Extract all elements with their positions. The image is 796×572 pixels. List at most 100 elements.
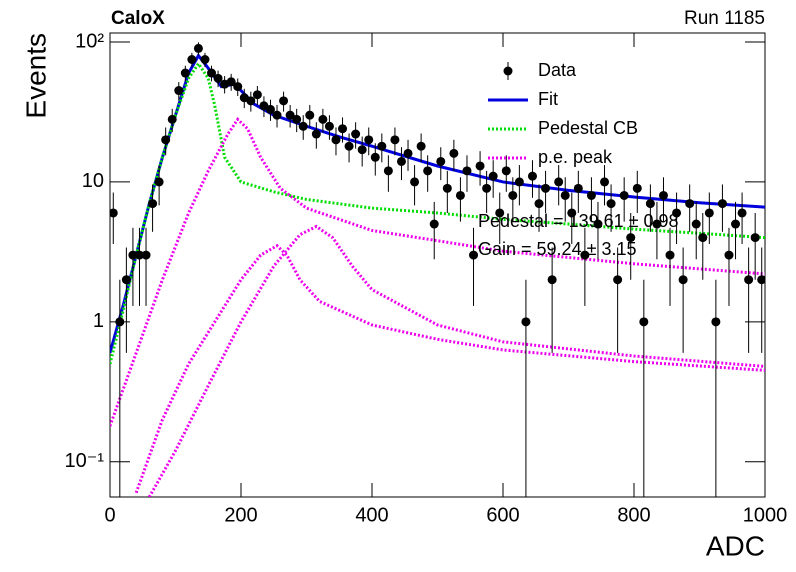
data-point	[252, 90, 262, 100]
data-point	[711, 317, 721, 327]
data-point	[272, 110, 282, 120]
data-point	[475, 161, 485, 171]
fit-curve	[110, 117, 765, 427]
data-point	[148, 199, 158, 209]
data-point	[416, 141, 426, 151]
data-point	[619, 190, 629, 200]
data-point	[672, 208, 682, 218]
data-point	[403, 148, 413, 158]
legend-label: Data	[538, 60, 577, 80]
data-point	[560, 190, 570, 200]
data-point	[390, 135, 400, 145]
data-point	[128, 250, 138, 260]
data-point	[600, 177, 610, 187]
data-point	[318, 114, 328, 124]
data-point	[377, 141, 387, 151]
data-point	[527, 171, 537, 181]
data-point	[436, 156, 446, 166]
data-point	[639, 317, 649, 327]
data-point	[541, 183, 551, 193]
data-point	[613, 275, 623, 285]
data-point	[338, 124, 348, 134]
data-point	[207, 68, 217, 78]
data-point	[187, 54, 197, 64]
data-point	[514, 177, 524, 187]
data-point	[586, 190, 596, 200]
data-point	[731, 219, 741, 229]
data-point	[750, 233, 760, 243]
data-point	[305, 110, 315, 120]
data-point	[737, 208, 747, 218]
data-point	[193, 43, 203, 53]
data-point	[632, 183, 642, 193]
x-tick-label: 200	[224, 504, 257, 526]
fit-curve	[147, 224, 765, 497]
data-point	[429, 219, 439, 229]
x-tick-label: 800	[617, 504, 650, 526]
data-point	[410, 177, 420, 187]
data-point	[200, 54, 210, 64]
legend-swatch	[503, 66, 513, 76]
data-point	[351, 129, 361, 139]
data-point	[298, 121, 308, 131]
fit-curve	[134, 243, 765, 494]
y-axis-title: Events	[20, 33, 51, 119]
data-point	[626, 233, 636, 243]
data-point	[455, 190, 465, 200]
data-point	[226, 77, 236, 87]
data-point	[285, 110, 295, 120]
data-point	[554, 177, 564, 187]
data-point	[645, 199, 655, 209]
x-tick-label: 1000	[743, 504, 788, 526]
fit-annotation: Pedestal = 139.61 ± 0.98	[478, 211, 679, 231]
data-point	[174, 86, 184, 96]
data-point	[495, 208, 505, 218]
data-point	[357, 145, 367, 155]
data-point	[658, 190, 668, 200]
frame	[109, 32, 766, 498]
data-point	[370, 152, 380, 162]
y-tick-label: 1	[93, 310, 104, 332]
data-point	[233, 82, 243, 92]
data-point	[567, 208, 577, 218]
run-label: Run 1185	[684, 8, 765, 29]
data-point	[685, 199, 695, 209]
x-axis-title: ADC	[706, 530, 765, 561]
data-point	[482, 183, 492, 193]
data-point	[246, 96, 256, 106]
data-point	[652, 219, 662, 229]
y-tick-label: 10²	[75, 30, 104, 52]
data-point	[364, 135, 374, 145]
data-point	[665, 250, 675, 260]
data-point	[488, 171, 498, 181]
data-point	[344, 141, 354, 151]
x-tick-label: 0	[104, 504, 115, 526]
data-point	[606, 199, 616, 209]
y-tick-label: 10⁻¹	[65, 450, 105, 472]
data-point	[501, 166, 511, 176]
data-point	[213, 73, 223, 83]
data-point	[161, 135, 171, 145]
x-tick-label: 400	[355, 504, 388, 526]
data-point	[462, 166, 472, 176]
data-point	[508, 190, 518, 200]
data-point	[593, 219, 603, 229]
plot-area	[110, 42, 765, 497]
fit-curve	[110, 52, 765, 354]
data-point	[141, 250, 151, 260]
legend-label: Pedestal CB	[538, 118, 638, 138]
data-point	[324, 121, 334, 131]
data-point	[292, 114, 302, 124]
data-point	[449, 148, 459, 158]
data-point	[180, 68, 190, 78]
data-point	[573, 183, 583, 193]
data-point	[134, 250, 144, 260]
data-point	[724, 250, 734, 260]
data-point	[265, 104, 275, 114]
data-point	[534, 199, 544, 209]
legend-label: p.e. peak	[538, 147, 613, 167]
fit-curve	[110, 60, 765, 365]
data-point	[279, 96, 289, 106]
data-point	[311, 129, 321, 139]
